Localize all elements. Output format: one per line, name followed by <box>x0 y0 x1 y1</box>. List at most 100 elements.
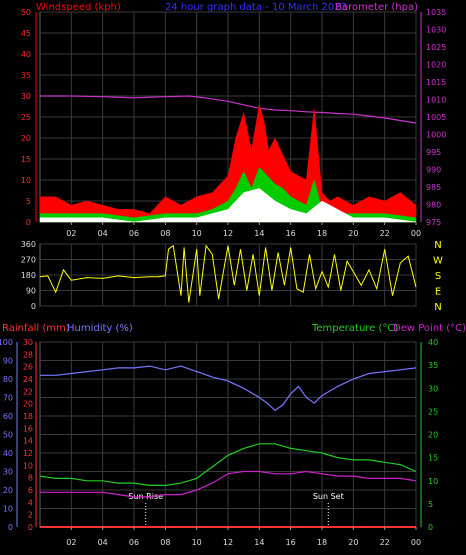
humidity-ytick-label: 10 <box>3 505 13 514</box>
humidity-line <box>40 365 417 412</box>
wind-xtick-label: 18 <box>317 229 327 238</box>
temp-ytick-label: 30 <box>428 384 438 393</box>
direction-ytick-label: 0 <box>31 302 36 311</box>
temp-xtick-label: 16 <box>286 538 296 547</box>
rain-ytick-label: 30 <box>23 338 33 347</box>
dewpoint-axis-title: Dew Point (°C) <box>393 323 466 334</box>
baro-ytick-label: 1020 <box>426 61 446 70</box>
temperature-line <box>39 443 417 486</box>
direction-ytick-label: 360 <box>21 240 36 249</box>
humidity-ytick-label: 60 <box>3 412 13 421</box>
wind-xtick-label: 20 <box>348 229 358 238</box>
humidity-ytick-label: 40 <box>3 449 13 458</box>
rain-ytick-label: 16 <box>23 424 33 433</box>
rain-ytick-label: 18 <box>23 412 33 421</box>
humidity-ytick-label: 0 <box>8 523 13 532</box>
temp-xtick-label: 12 <box>223 538 233 547</box>
wind-xtick-label: 02 <box>66 229 76 238</box>
calm-area <box>39 188 417 223</box>
humidity-ytick-label: 20 <box>3 486 13 495</box>
temp-xtick-label: 02 <box>66 538 76 547</box>
baro-ytick-label: 1005 <box>426 113 446 122</box>
wind-ytick-label: 10 <box>21 176 31 185</box>
gust-area <box>39 104 417 223</box>
rain-ytick-label: 0 <box>28 523 33 532</box>
temp-xtick-label: 06 <box>129 538 139 547</box>
baro-ytick-label: 995 <box>426 148 441 157</box>
wind-ytick-label: 25 <box>21 113 31 122</box>
baro-ytick-label: 1010 <box>426 96 446 105</box>
wind-ytick-label: 45 <box>21 29 31 38</box>
direction-ytick-label: 180 <box>21 271 36 280</box>
baro-ytick-label: 1015 <box>426 78 446 87</box>
baro-ytick-label: 1030 <box>426 26 446 35</box>
humidity-ytick-label: 70 <box>3 394 13 403</box>
rain-ytick-label: 8 <box>28 474 33 483</box>
rain-ytick-label: 14 <box>23 437 33 446</box>
temp-xtick-label: 08 <box>160 538 170 547</box>
compass-label: E <box>435 287 441 298</box>
wind-xtick-label: 14 <box>254 229 264 238</box>
rain-ytick-label: 2 <box>28 511 33 520</box>
temp-xtick-label: 18 <box>317 538 327 547</box>
humidity-ytick-label: 100 <box>0 338 13 347</box>
wind-xtick-label: 00 <box>411 229 421 238</box>
humidity-ytick-label: 80 <box>3 375 13 384</box>
dew-point-line <box>40 470 417 498</box>
rain-ytick-label: 26 <box>23 363 33 372</box>
temp-ytick-label: 20 <box>428 431 438 440</box>
temp-ytick-label: 15 <box>428 454 438 463</box>
barometer-line <box>40 95 417 124</box>
wind-xtick-label: 04 <box>98 229 108 238</box>
sunset-label: Sun Set <box>313 492 344 501</box>
temp-xtick-label: 04 <box>98 538 108 547</box>
temp-xtick-label: 20 <box>348 538 358 547</box>
baro-ytick-label: 975 <box>426 218 441 227</box>
wind-ytick-label: 20 <box>21 134 31 143</box>
rain-ytick-label: 10 <box>23 461 33 470</box>
temp-ytick-label: 40 <box>428 338 438 347</box>
compass-label: N <box>434 240 441 251</box>
temp-ytick-label: 0 <box>428 523 433 532</box>
temp-xtick-label: 10 <box>192 538 202 547</box>
wind-xtick-label: 22 <box>380 229 390 238</box>
humidity-axis-title: Humidity (%) <box>67 323 133 334</box>
windspeed-title: Windspeed (kph) <box>36 2 121 13</box>
rain-ytick-label: 20 <box>23 400 33 409</box>
temp-ytick-label: 5 <box>428 500 433 509</box>
wind-ytick-label: 35 <box>21 71 31 80</box>
compass-label: S <box>435 271 441 282</box>
direction-ytick-label: 270 <box>21 256 36 265</box>
wind-ytick-label: 5 <box>26 197 31 206</box>
wind-ytick-label: 50 <box>21 8 31 17</box>
temp-ytick-label: 35 <box>428 361 438 370</box>
barometer-title: Barometer (hpa) <box>335 2 418 13</box>
rain-ytick-label: 28 <box>23 350 33 359</box>
rain-ytick-label: 22 <box>23 387 33 396</box>
rainfall-axis-title: Rainfall (mm) <box>2 323 70 334</box>
humidity-ytick-label: 50 <box>3 431 13 440</box>
humidity-ytick-label: 90 <box>3 357 13 366</box>
temperature-axis-title: Temperature (°C) <box>311 323 398 334</box>
wind-xtick-label: 12 <box>223 229 233 238</box>
rain-ytick-label: 12 <box>23 449 33 458</box>
compass-label: N <box>434 302 441 313</box>
wind-ytick-label: 15 <box>21 155 31 164</box>
wind-direction-line <box>39 244 417 303</box>
baro-ytick-label: 990 <box>426 166 441 175</box>
wind-ytick-label: 30 <box>21 92 31 101</box>
temp-xtick-label: 00 <box>411 538 421 547</box>
temp-ytick-label: 10 <box>428 477 438 486</box>
baro-ytick-label: 1035 <box>426 8 446 17</box>
wind-xtick-label: 06 <box>129 229 139 238</box>
rain-ytick-label: 6 <box>28 486 33 495</box>
temp-xtick-label: 22 <box>380 538 390 547</box>
wind-ytick-label: 40 <box>21 50 31 59</box>
plot-layer: 0510152025303540455097598098599099510001… <box>0 8 446 547</box>
baro-ytick-label: 1025 <box>426 43 446 52</box>
temp-ytick-label: 25 <box>428 407 438 416</box>
baro-ytick-label: 1000 <box>426 131 446 140</box>
rain-ytick-label: 24 <box>23 375 33 384</box>
baro-ytick-label: 980 <box>426 201 441 210</box>
